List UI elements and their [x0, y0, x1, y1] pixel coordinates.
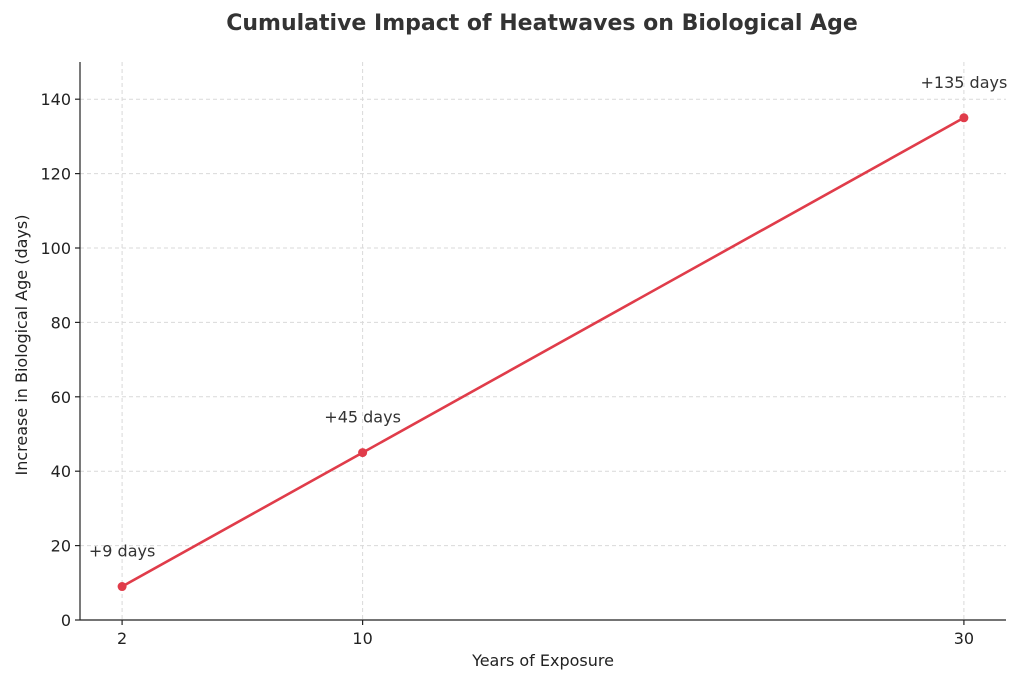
x-tick-label: 2 — [117, 629, 127, 648]
y-tick-label: 20 — [51, 537, 71, 556]
series-line — [121, 116, 965, 588]
y-tick-label: 80 — [51, 313, 71, 332]
data-label: +45 days — [324, 408, 401, 427]
y-tick-label: 100 — [40, 239, 71, 258]
data-point — [959, 113, 969, 123]
chart-title: Cumulative Impact of Heatwaves on Biolog… — [226, 11, 858, 36]
data-label: +9 days — [89, 542, 155, 561]
y-axis-label: Increase in Biological Age (days) — [12, 215, 31, 476]
y-tick-label: 60 — [51, 388, 71, 407]
series-layer: +9 days +45 days +135 days — [89, 73, 1008, 592]
y-tick-label: 40 — [51, 462, 71, 481]
axes — [79, 62, 1006, 621]
y-tick-label: 140 — [40, 90, 71, 109]
x-tick-label: 30 — [954, 629, 974, 648]
x-tick-label: 10 — [352, 629, 372, 648]
grid-layer — [80, 62, 1006, 620]
y-tick-label: 0 — [61, 611, 71, 630]
data-label: +135 days — [921, 73, 1008, 92]
data-point — [117, 582, 127, 592]
ticks: 0 20 40 60 80 100 120 140 2 10 30 — [40, 90, 974, 648]
data-point — [358, 448, 368, 458]
y-tick-label: 120 — [40, 165, 71, 184]
x-axis-label: Years of Exposure — [471, 651, 614, 670]
